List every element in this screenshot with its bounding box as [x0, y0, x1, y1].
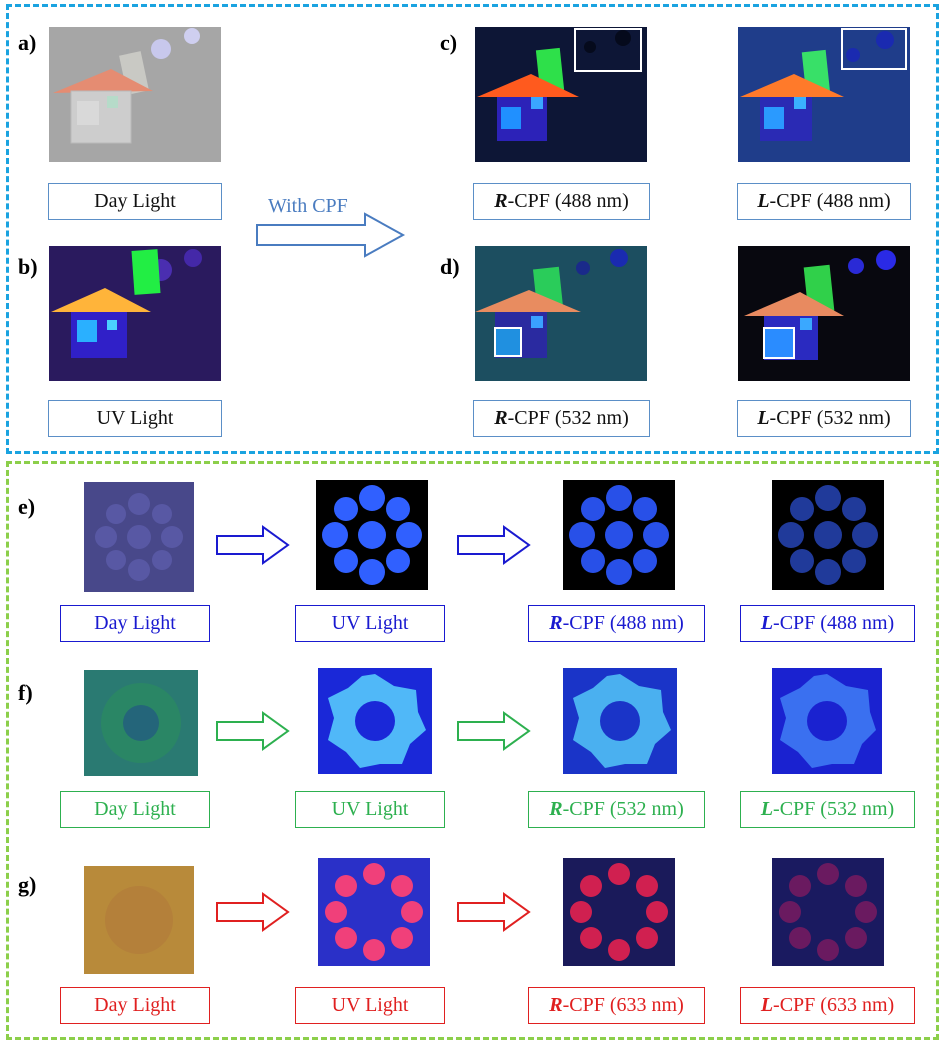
caption-d-r-cpf-532: R -CPF (532 nm): [473, 400, 650, 437]
bottom-section-frame: [6, 461, 939, 1040]
with-cpf-arrow-icon: [256, 212, 406, 258]
caption-suffix: -CPF (488 nm): [507, 190, 629, 212]
pattern-f-daylight-photo: [84, 670, 198, 776]
pattern-e-l-cpf-photo: [772, 480, 884, 590]
pattern-g-uv-photo: [318, 858, 430, 966]
caption-text: Day Light: [94, 190, 176, 212]
panel-label-c: c): [440, 30, 458, 55]
caption-g-day-light: Day Light: [60, 987, 210, 1024]
caption-prefix: L: [757, 407, 770, 429]
caption-text: UV Light: [96, 407, 174, 429]
pattern-e-daylight-photo: [84, 482, 194, 592]
caption-text: Day Light: [94, 612, 176, 634]
panel-label-b: b): [18, 254, 38, 279]
pattern-g-l-cpf-photo: [772, 858, 884, 966]
panel-label-e: e): [18, 494, 36, 519]
pattern-g-r-cpf-photo: [563, 858, 675, 966]
caption-suffix: -CPF (488 nm): [773, 612, 895, 634]
caption-f-l-cpf: L -CPF (532 nm): [740, 791, 915, 828]
caption-e-r-cpf: R -CPF (488 nm): [528, 605, 705, 642]
pattern-e-uv-photo: [316, 480, 428, 590]
caption-suffix: -CPF (532 nm): [769, 407, 891, 429]
with-cpf-label: With CPF: [268, 195, 348, 217]
caption-g-l-cpf: L -CPF (633 nm): [740, 987, 915, 1024]
row-f-arrow-1-icon: [216, 711, 290, 751]
caption-suffix: -CPF (633 nm): [562, 994, 684, 1016]
caption-prefix: L: [760, 612, 774, 634]
panel-label-f: f): [18, 680, 33, 705]
pattern-f-uv-photo: [318, 668, 432, 774]
panel-label-g: g): [18, 872, 37, 897]
row-f-arrow-2-icon: [457, 711, 531, 751]
caption-f-day-light: Day Light: [60, 791, 210, 828]
caption-suffix: -CPF (532 nm): [773, 798, 895, 820]
row-e-arrow-1-icon: [216, 525, 290, 565]
house-r-cpf-488-photo: [475, 27, 647, 162]
row-e-arrow-2-icon: [457, 525, 531, 565]
pattern-f-r-cpf-photo: [563, 668, 677, 774]
caption-prefix: R: [494, 190, 508, 212]
caption-text: Day Light: [94, 994, 176, 1016]
caption-a-day-light: Day Light: [48, 183, 222, 220]
caption-b-uv-light: UV Light: [48, 400, 222, 437]
caption-c-l-cpf-488: L -CPF (488 nm): [737, 183, 911, 220]
caption-text: Day Light: [94, 798, 176, 820]
caption-f-uv-light: UV Light: [295, 791, 445, 828]
caption-c-r-cpf-488: R -CPF (488 nm): [473, 183, 650, 220]
caption-prefix: L: [760, 994, 774, 1016]
caption-suffix: -CPF (633 nm): [773, 994, 895, 1016]
caption-f-r-cpf: R -CPF (532 nm): [528, 791, 705, 828]
caption-g-r-cpf: R -CPF (633 nm): [528, 987, 705, 1024]
house-uv-photo: [49, 246, 221, 381]
caption-suffix: -CPF (488 nm): [562, 612, 684, 634]
caption-e-day-light: Day Light: [60, 605, 210, 642]
caption-text: UV Light: [331, 994, 409, 1016]
caption-e-l-cpf: L -CPF (488 nm): [740, 605, 915, 642]
caption-prefix: R: [549, 994, 563, 1016]
house-r-cpf-532-photo: [475, 246, 647, 381]
caption-text: UV Light: [331, 798, 409, 820]
house-daylight-photo: [49, 27, 221, 162]
caption-prefix: R: [494, 407, 508, 429]
row-g-arrow-1-icon: [216, 892, 290, 932]
house-l-cpf-532-photo: [738, 246, 910, 381]
panel-label-a: a): [18, 30, 37, 55]
house-l-cpf-488-photo: [738, 27, 910, 162]
panel-label-d: d): [440, 254, 460, 279]
caption-d-l-cpf-532: L -CPF (532 nm): [737, 400, 911, 437]
caption-prefix: L: [757, 190, 770, 212]
caption-e-uv-light: UV Light: [295, 605, 445, 642]
row-g-arrow-2-icon: [457, 892, 531, 932]
caption-text: UV Light: [331, 612, 409, 634]
pattern-g-daylight-photo: [84, 866, 194, 974]
pattern-f-l-cpf-photo: [772, 668, 882, 774]
caption-prefix: R: [549, 798, 563, 820]
caption-suffix: -CPF (532 nm): [507, 407, 629, 429]
caption-suffix: -CPF (488 nm): [769, 190, 891, 212]
caption-suffix: -CPF (532 nm): [562, 798, 684, 820]
caption-prefix: L: [760, 798, 774, 820]
caption-g-uv-light: UV Light: [295, 987, 445, 1024]
caption-prefix: R: [549, 612, 563, 634]
pattern-e-r-cpf-photo: [563, 480, 675, 590]
top-section-frame: [6, 4, 939, 454]
